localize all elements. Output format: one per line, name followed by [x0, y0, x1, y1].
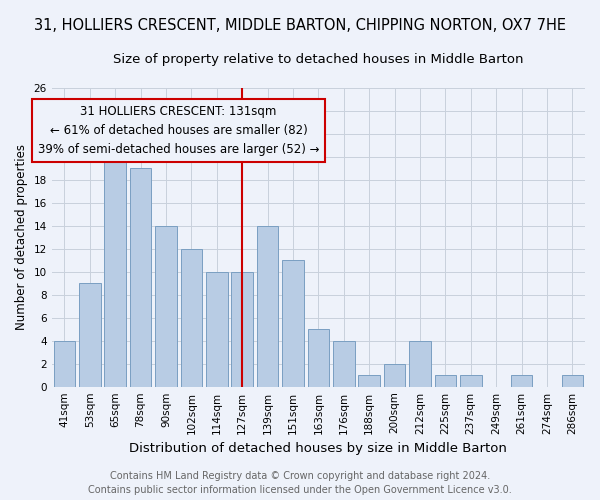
Title: Size of property relative to detached houses in Middle Barton: Size of property relative to detached ho…	[113, 52, 524, 66]
Bar	[384, 364, 406, 386]
Bar	[104, 134, 126, 386]
Text: Contains HM Land Registry data © Crown copyright and database right 2024.
Contai: Contains HM Land Registry data © Crown c…	[88, 471, 512, 495]
Bar	[282, 260, 304, 386]
Bar	[409, 340, 431, 386]
Bar	[562, 375, 583, 386]
Bar	[257, 226, 278, 386]
Bar	[232, 272, 253, 386]
Text: 31 HOLLIERS CRESCENT: 131sqm
← 61% of detached houses are smaller (82)
39% of se: 31 HOLLIERS CRESCENT: 131sqm ← 61% of de…	[38, 105, 319, 156]
Text: 31, HOLLIERS CRESCENT, MIDDLE BARTON, CHIPPING NORTON, OX7 7HE: 31, HOLLIERS CRESCENT, MIDDLE BARTON, CH…	[34, 18, 566, 32]
Bar	[206, 272, 227, 386]
Bar	[53, 340, 75, 386]
Bar	[308, 329, 329, 386]
Bar	[358, 375, 380, 386]
X-axis label: Distribution of detached houses by size in Middle Barton: Distribution of detached houses by size …	[130, 442, 507, 455]
Bar	[511, 375, 532, 386]
Bar	[333, 340, 355, 386]
Bar	[130, 168, 151, 386]
Y-axis label: Number of detached properties: Number of detached properties	[15, 144, 28, 330]
Bar	[181, 248, 202, 386]
Bar	[460, 375, 482, 386]
Bar	[434, 375, 456, 386]
Bar	[155, 226, 177, 386]
Bar	[79, 283, 101, 387]
